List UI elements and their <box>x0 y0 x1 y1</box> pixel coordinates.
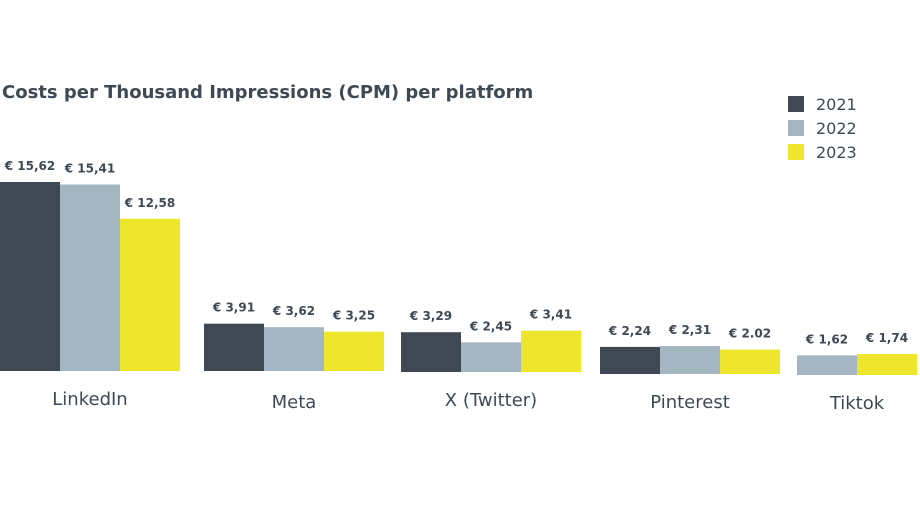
legend-label-2022: 2022 <box>816 118 857 138</box>
bar-linkedin-2023 <box>120 218 180 371</box>
value-label: € 1,74 <box>865 331 908 345</box>
value-label: € 12,58 <box>124 196 175 210</box>
value-label: € 3,41 <box>529 308 572 322</box>
value-label: € 2.02 <box>728 327 771 341</box>
legend-label-2021: 2021 <box>816 94 857 114</box>
legend-swatch-2021 <box>788 96 804 112</box>
value-label: € 3,91 <box>212 301 255 315</box>
category-label: X (Twitter) <box>445 390 537 411</box>
value-label: € 3,62 <box>272 304 315 318</box>
value-label: € 1,62 <box>805 332 848 346</box>
legend-swatch-2023 <box>788 144 804 160</box>
bar-x-twitter-2023 <box>521 330 581 372</box>
category-label: Meta <box>272 392 317 413</box>
value-label: € 2,24 <box>608 324 651 338</box>
legend-item-2023: 2023 <box>788 140 857 164</box>
bar-pinterest-2021 <box>600 346 660 374</box>
legend-item-2022: 2022 <box>788 116 857 140</box>
bar-tiktok-2022 <box>797 355 857 375</box>
category-label: Pinterest <box>650 392 730 413</box>
value-label: € 15,41 <box>64 162 115 176</box>
bar-linkedin-2022 <box>60 184 120 371</box>
bar-tiktok-2023 <box>857 353 917 375</box>
legend-label-2023: 2023 <box>816 142 857 162</box>
category-label: LinkedIn <box>52 389 127 410</box>
value-label: € 2,45 <box>469 319 512 333</box>
value-label: € 15,62 <box>4 159 55 173</box>
value-label: € 3,25 <box>332 309 375 323</box>
bar-pinterest-2023 <box>720 349 780 374</box>
category-label: Tiktok <box>829 393 885 414</box>
bar-linkedin-2021 <box>0 181 60 371</box>
bar-meta-2021 <box>204 323 264 371</box>
legend-item-2021: 2021 <box>788 92 857 116</box>
bar-meta-2022 <box>264 327 324 371</box>
bar-x-twitter-2022 <box>461 342 521 372</box>
bar-meta-2023 <box>324 331 384 371</box>
legend: 2021 2022 2023 <box>788 92 857 164</box>
value-label: € 3,29 <box>409 309 452 323</box>
bar-x-twitter-2021 <box>401 332 461 372</box>
legend-swatch-2022 <box>788 120 804 136</box>
value-label: € 2,31 <box>668 323 711 337</box>
chart-title: Costs per Thousand Impressions (CPM) per… <box>2 82 534 103</box>
bar-pinterest-2022 <box>660 346 720 374</box>
